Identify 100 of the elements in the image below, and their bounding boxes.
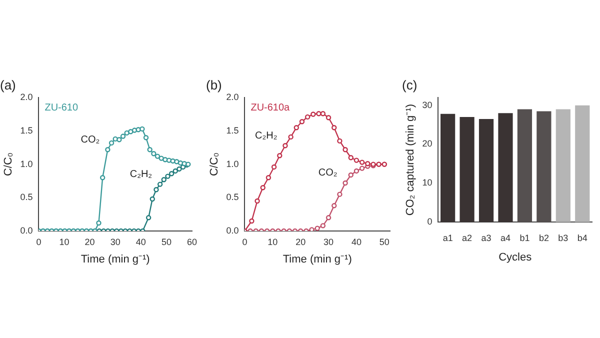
- x-tick-label: a4: [500, 232, 510, 243]
- point: [132, 128, 138, 133]
- chart-title: (b): [206, 77, 222, 92]
- point: [337, 192, 342, 197]
- y-tick-label: 1.0: [20, 158, 33, 169]
- point: [337, 138, 342, 144]
- y-tick-label: 2.0: [20, 92, 33, 102]
- point: [254, 198, 260, 204]
- bar: [478, 118, 494, 222]
- y-tick-label: 0.0: [226, 225, 239, 236]
- x-tick-label: b3: [558, 232, 568, 243]
- point: [154, 154, 160, 159]
- series-label: CO₂: [80, 134, 100, 146]
- bar: [460, 117, 474, 222]
- point: [320, 111, 326, 116]
- point: [359, 166, 365, 171]
- point: [348, 172, 354, 178]
- point: [288, 134, 294, 140]
- x-tick-label: 30: [324, 236, 334, 247]
- y-tick-label: 1.5: [20, 125, 33, 136]
- point: [332, 125, 337, 130]
- x-tick-label: b4: [577, 232, 588, 243]
- point: [249, 218, 254, 224]
- series-label: CO₂: [318, 168, 338, 179]
- point: [166, 158, 172, 163]
- x-tick-label: 60: [186, 236, 197, 247]
- x-tick-label: 40: [136, 236, 146, 247]
- point: [140, 126, 145, 132]
- y-tick-label: 1.0: [226, 158, 239, 169]
- point: [116, 137, 122, 142]
- y-axis-title: C/C₀: [2, 152, 15, 176]
- point: [108, 140, 114, 146]
- point: [365, 161, 370, 166]
- y-tick-label: 0: [427, 216, 432, 226]
- point: [316, 111, 322, 116]
- y-tick-label: 30: [422, 100, 432, 110]
- y-tick-label: 0.0: [20, 225, 33, 236]
- y-tick-label: 1.5: [226, 125, 239, 136]
- x-tick-label: a3: [481, 232, 492, 243]
- point: [151, 151, 156, 156]
- x-tick-label: 30: [110, 236, 120, 247]
- point: [348, 155, 354, 160]
- x-tick-label: b2: [538, 232, 549, 243]
- x-axis-title: Time (min g⁻¹): [80, 253, 150, 266]
- y-tick-label: 10: [422, 178, 432, 188]
- point: [326, 115, 332, 120]
- point: [105, 147, 110, 152]
- text: ZU-610a: [250, 102, 290, 114]
- point: [309, 227, 314, 231]
- x-tick-label: 0: [36, 236, 42, 247]
- point: [147, 147, 152, 152]
- x-tick-label: 10: [268, 236, 278, 247]
- x-tick-label: 40: [351, 236, 362, 247]
- point: [271, 164, 277, 170]
- y-tick-label: 20: [422, 138, 432, 149]
- point: [158, 156, 164, 161]
- point: [260, 185, 266, 190]
- y-tick-label: 0.5: [226, 192, 239, 202]
- text: ZU-610: [44, 102, 78, 114]
- y-tick-label: 2.0: [226, 92, 239, 102]
- point: [143, 135, 149, 140]
- point: [359, 160, 365, 165]
- bar: [517, 109, 532, 222]
- x-tick-label: 20: [84, 236, 95, 247]
- x-tick-label: 20: [296, 236, 306, 247]
- bar: [556, 109, 570, 222]
- point: [120, 134, 126, 139]
- point: [304, 114, 310, 120]
- point: [310, 112, 316, 117]
- x-tick-label: 10: [59, 236, 70, 247]
- point: [320, 223, 326, 228]
- point: [332, 203, 337, 208]
- point: [282, 143, 288, 148]
- bar: [498, 113, 513, 222]
- x-tick-label: a1: [442, 232, 453, 243]
- x-tick-label: a2: [462, 232, 472, 243]
- x-axis-title: Time (min g⁻¹): [282, 253, 352, 266]
- bar: [575, 105, 590, 222]
- point: [299, 119, 305, 124]
- chart-title: (a): [0, 77, 16, 92]
- point: [124, 130, 130, 136]
- x-tick-label: 50: [379, 236, 390, 247]
- point: [277, 153, 282, 158]
- point: [162, 157, 168, 162]
- bar: [536, 111, 552, 222]
- y-axis-title: C/C₀: [208, 152, 221, 176]
- point: [326, 215, 332, 220]
- point: [128, 129, 134, 134]
- x-tick-label: 50: [161, 236, 172, 247]
- series-label: C₂H₂: [255, 130, 278, 142]
- point: [314, 226, 320, 231]
- x-tick-label: b1: [520, 232, 530, 243]
- x-axis-title: Cycles: [498, 251, 532, 264]
- bar: [440, 114, 456, 222]
- point: [354, 158, 360, 163]
- point: [266, 175, 272, 180]
- y-axis-title: CO₂ captured (min g⁻¹): [404, 104, 417, 216]
- x-tick-label: 0: [242, 236, 248, 247]
- point: [342, 147, 348, 152]
- chart-title: (c): [402, 77, 418, 92]
